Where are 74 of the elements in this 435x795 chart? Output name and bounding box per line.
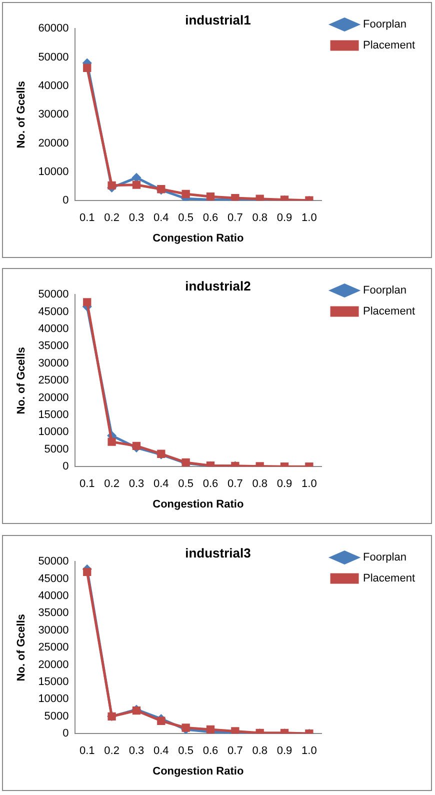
legend-label: Foorplan xyxy=(363,284,406,297)
x-tick-label: 0.9 xyxy=(276,478,292,490)
legend-label: Placement xyxy=(363,40,416,52)
y-tick-label: 50000 xyxy=(38,51,69,64)
y-tick-label: 35000 xyxy=(38,340,69,352)
x-tick-label: 1.0 xyxy=(302,212,317,224)
x-tick-label: 0.4 xyxy=(154,745,169,758)
x-tick-label: 0.6 xyxy=(202,212,218,224)
x-tick-label: 0.1 xyxy=(79,478,95,490)
x-tick-label: 0.2 xyxy=(104,478,120,490)
y-tick-label: 50000 xyxy=(38,556,69,568)
y-tick-label: 40000 xyxy=(38,590,69,602)
y-tick-label: 0 xyxy=(62,194,69,207)
chart-title: industrial2 xyxy=(185,278,251,294)
x-tick-label: 0.7 xyxy=(228,478,243,490)
x-tick-label: 0.8 xyxy=(252,478,268,490)
y-tick-label: 0 xyxy=(62,728,69,740)
y-tick-label: 45000 xyxy=(38,572,69,585)
y-tick-label: 0 xyxy=(62,460,69,473)
x-tick-label: 0.1 xyxy=(79,745,95,758)
x-tick-label: 0.7 xyxy=(228,745,243,758)
y-tick-label: 35000 xyxy=(38,607,69,620)
y-tick-label: 5000 xyxy=(44,710,69,722)
y-tick-label: 50000 xyxy=(38,288,69,301)
legend-label: Placement xyxy=(363,572,416,585)
x-tick-label: 0.6 xyxy=(202,478,218,490)
y-tick-label: 5000 xyxy=(44,443,69,456)
x-tick-label: 0.3 xyxy=(128,212,144,224)
x-tick-label: 0.3 xyxy=(128,478,144,490)
x-tick-label: 0.8 xyxy=(252,745,268,758)
x-tick-label: 0.5 xyxy=(178,212,194,224)
y-tick-label: 20000 xyxy=(38,392,69,404)
y-tick-label: 25000 xyxy=(38,642,69,654)
x-axis-title: Congestion Ratio xyxy=(152,498,244,510)
y-axis-title: No. of Gcells xyxy=(16,346,28,414)
x-tick-label: 0.9 xyxy=(276,212,292,224)
x-tick-label: 0.4 xyxy=(154,478,169,490)
x-tick-label: 0.2 xyxy=(104,745,120,758)
y-tick-label: 30000 xyxy=(38,357,69,370)
x-tick-label: 0.1 xyxy=(79,212,95,224)
y-axis-title: No. of Gcells xyxy=(16,614,28,682)
chart-title: industrial1 xyxy=(185,12,251,28)
x-tick-label: 0.3 xyxy=(128,745,144,758)
y-tick-label: 15000 xyxy=(38,409,69,422)
chart-title: industrial3 xyxy=(185,545,251,560)
x-tick-label: 0.4 xyxy=(154,212,169,224)
legend-label: Foorplan xyxy=(363,18,406,31)
y-tick-label: 30000 xyxy=(38,624,69,636)
x-tick-label: 0.8 xyxy=(252,212,268,224)
y-tick-label: 40000 xyxy=(38,323,69,336)
legend-label: Foorplan xyxy=(363,552,406,564)
y-tick-label: 30000 xyxy=(38,108,69,121)
legend-label: Placement xyxy=(363,306,416,318)
x-tick-label: 1.0 xyxy=(302,478,317,490)
y-tick-label: 60000 xyxy=(38,22,69,35)
x-axis-title: Congestion Ratio xyxy=(152,765,244,778)
x-tick-label: 0.6 xyxy=(202,745,218,758)
x-tick-label: 1.0 xyxy=(302,745,317,758)
y-tick-label: 45000 xyxy=(38,306,69,318)
y-tick-label: 20000 xyxy=(38,658,69,671)
y-tick-label: 40000 xyxy=(38,80,69,92)
y-tick-label: 10000 xyxy=(38,166,69,178)
y-tick-label: 10000 xyxy=(38,693,69,706)
x-axis-title: Congestion Ratio xyxy=(152,232,244,244)
x-tick-label: 0.2 xyxy=(104,212,120,224)
y-tick-label: 20000 xyxy=(38,137,69,150)
y-axis-title: No. of Gcells xyxy=(16,80,28,148)
x-tick-label: 0.7 xyxy=(228,212,243,224)
y-tick-label: 25000 xyxy=(38,374,69,387)
x-tick-label: 0.5 xyxy=(178,478,194,490)
y-tick-label: 15000 xyxy=(38,676,69,688)
x-tick-label: 0.9 xyxy=(276,745,292,758)
x-tick-label: 0.5 xyxy=(178,745,194,758)
y-tick-label: 10000 xyxy=(38,426,69,438)
